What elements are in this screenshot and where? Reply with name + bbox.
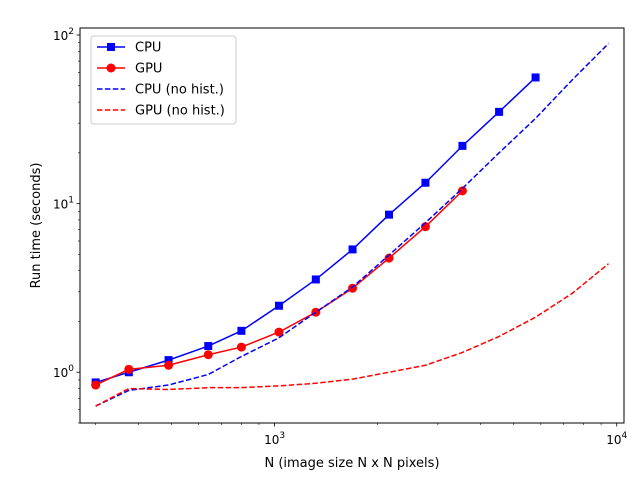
data-point-square bbox=[348, 245, 357, 254]
data-point-square bbox=[164, 356, 173, 365]
legend-item: CPU (no hist.) bbox=[97, 83, 224, 98]
series-layer bbox=[91, 42, 610, 407]
y-tick-label-exponent: 2 bbox=[68, 27, 74, 37]
y-tick-label-exponent: 1 bbox=[68, 196, 74, 206]
data-point-circle bbox=[91, 380, 101, 390]
data-point-square bbox=[458, 141, 467, 150]
y-tick-label-base: 10 bbox=[53, 198, 68, 212]
data-point-square bbox=[237, 326, 246, 335]
legend-item: GPU bbox=[97, 62, 162, 77]
data-point-square bbox=[495, 107, 504, 116]
data-point-circle bbox=[203, 350, 213, 360]
legend-label: CPU bbox=[135, 41, 161, 56]
legend-item: GPU (no hist.) bbox=[97, 104, 225, 119]
y-tick-label: 101 bbox=[53, 196, 74, 212]
data-point-circle bbox=[236, 342, 246, 352]
series-0 bbox=[91, 73, 540, 387]
data-point-square bbox=[421, 178, 430, 187]
data-point-circle bbox=[348, 283, 358, 293]
data-point-square bbox=[274, 301, 283, 310]
data-point-square bbox=[531, 73, 540, 82]
legend-marker-square bbox=[107, 43, 115, 51]
data-point-circle bbox=[457, 186, 467, 196]
data-point-square bbox=[204, 342, 213, 351]
x-tick-label: 104 bbox=[606, 431, 627, 447]
series-2 bbox=[95, 42, 610, 407]
y-tick-label-base: 10 bbox=[53, 29, 68, 43]
y-axis-label: Run time (seconds) bbox=[29, 163, 44, 289]
data-point-circle bbox=[124, 364, 134, 374]
y-tick-label-base: 10 bbox=[53, 366, 68, 380]
x-tick-label-base: 10 bbox=[606, 433, 621, 447]
legend-label: CPU (no hist.) bbox=[135, 83, 224, 98]
legend-item: CPU bbox=[97, 41, 161, 56]
data-point-square bbox=[385, 210, 394, 219]
legend: CPU GPU CPU (no hist.) GPU (no hist.) bbox=[90, 35, 237, 125]
series-1 bbox=[91, 186, 467, 390]
y-tick-label-exponent: 0 bbox=[68, 364, 74, 374]
legend-box bbox=[90, 35, 237, 125]
y-tick-label: 102 bbox=[53, 27, 74, 43]
legend-label: GPU bbox=[135, 62, 162, 77]
x-tick-label-exponent: 3 bbox=[279, 431, 285, 441]
data-point-circle bbox=[164, 360, 174, 370]
plot-frame bbox=[79, 27, 625, 424]
x-tick-label-exponent: 4 bbox=[622, 431, 628, 441]
data-point-circle bbox=[384, 253, 394, 263]
x-tick-label: 103 bbox=[264, 431, 285, 447]
legend-marker-circle bbox=[106, 63, 116, 73]
series-line bbox=[95, 263, 609, 407]
y-tick-label: 100 bbox=[53, 364, 74, 380]
series-line bbox=[95, 42, 610, 407]
x-tick-label-base: 10 bbox=[264, 433, 279, 447]
x-axis-label: N (image size N x N pixels) bbox=[264, 456, 439, 471]
legend-label: GPU (no hist.) bbox=[135, 104, 225, 119]
data-point-circle bbox=[274, 327, 284, 337]
data-point-square bbox=[311, 275, 320, 284]
series-3 bbox=[95, 263, 609, 407]
